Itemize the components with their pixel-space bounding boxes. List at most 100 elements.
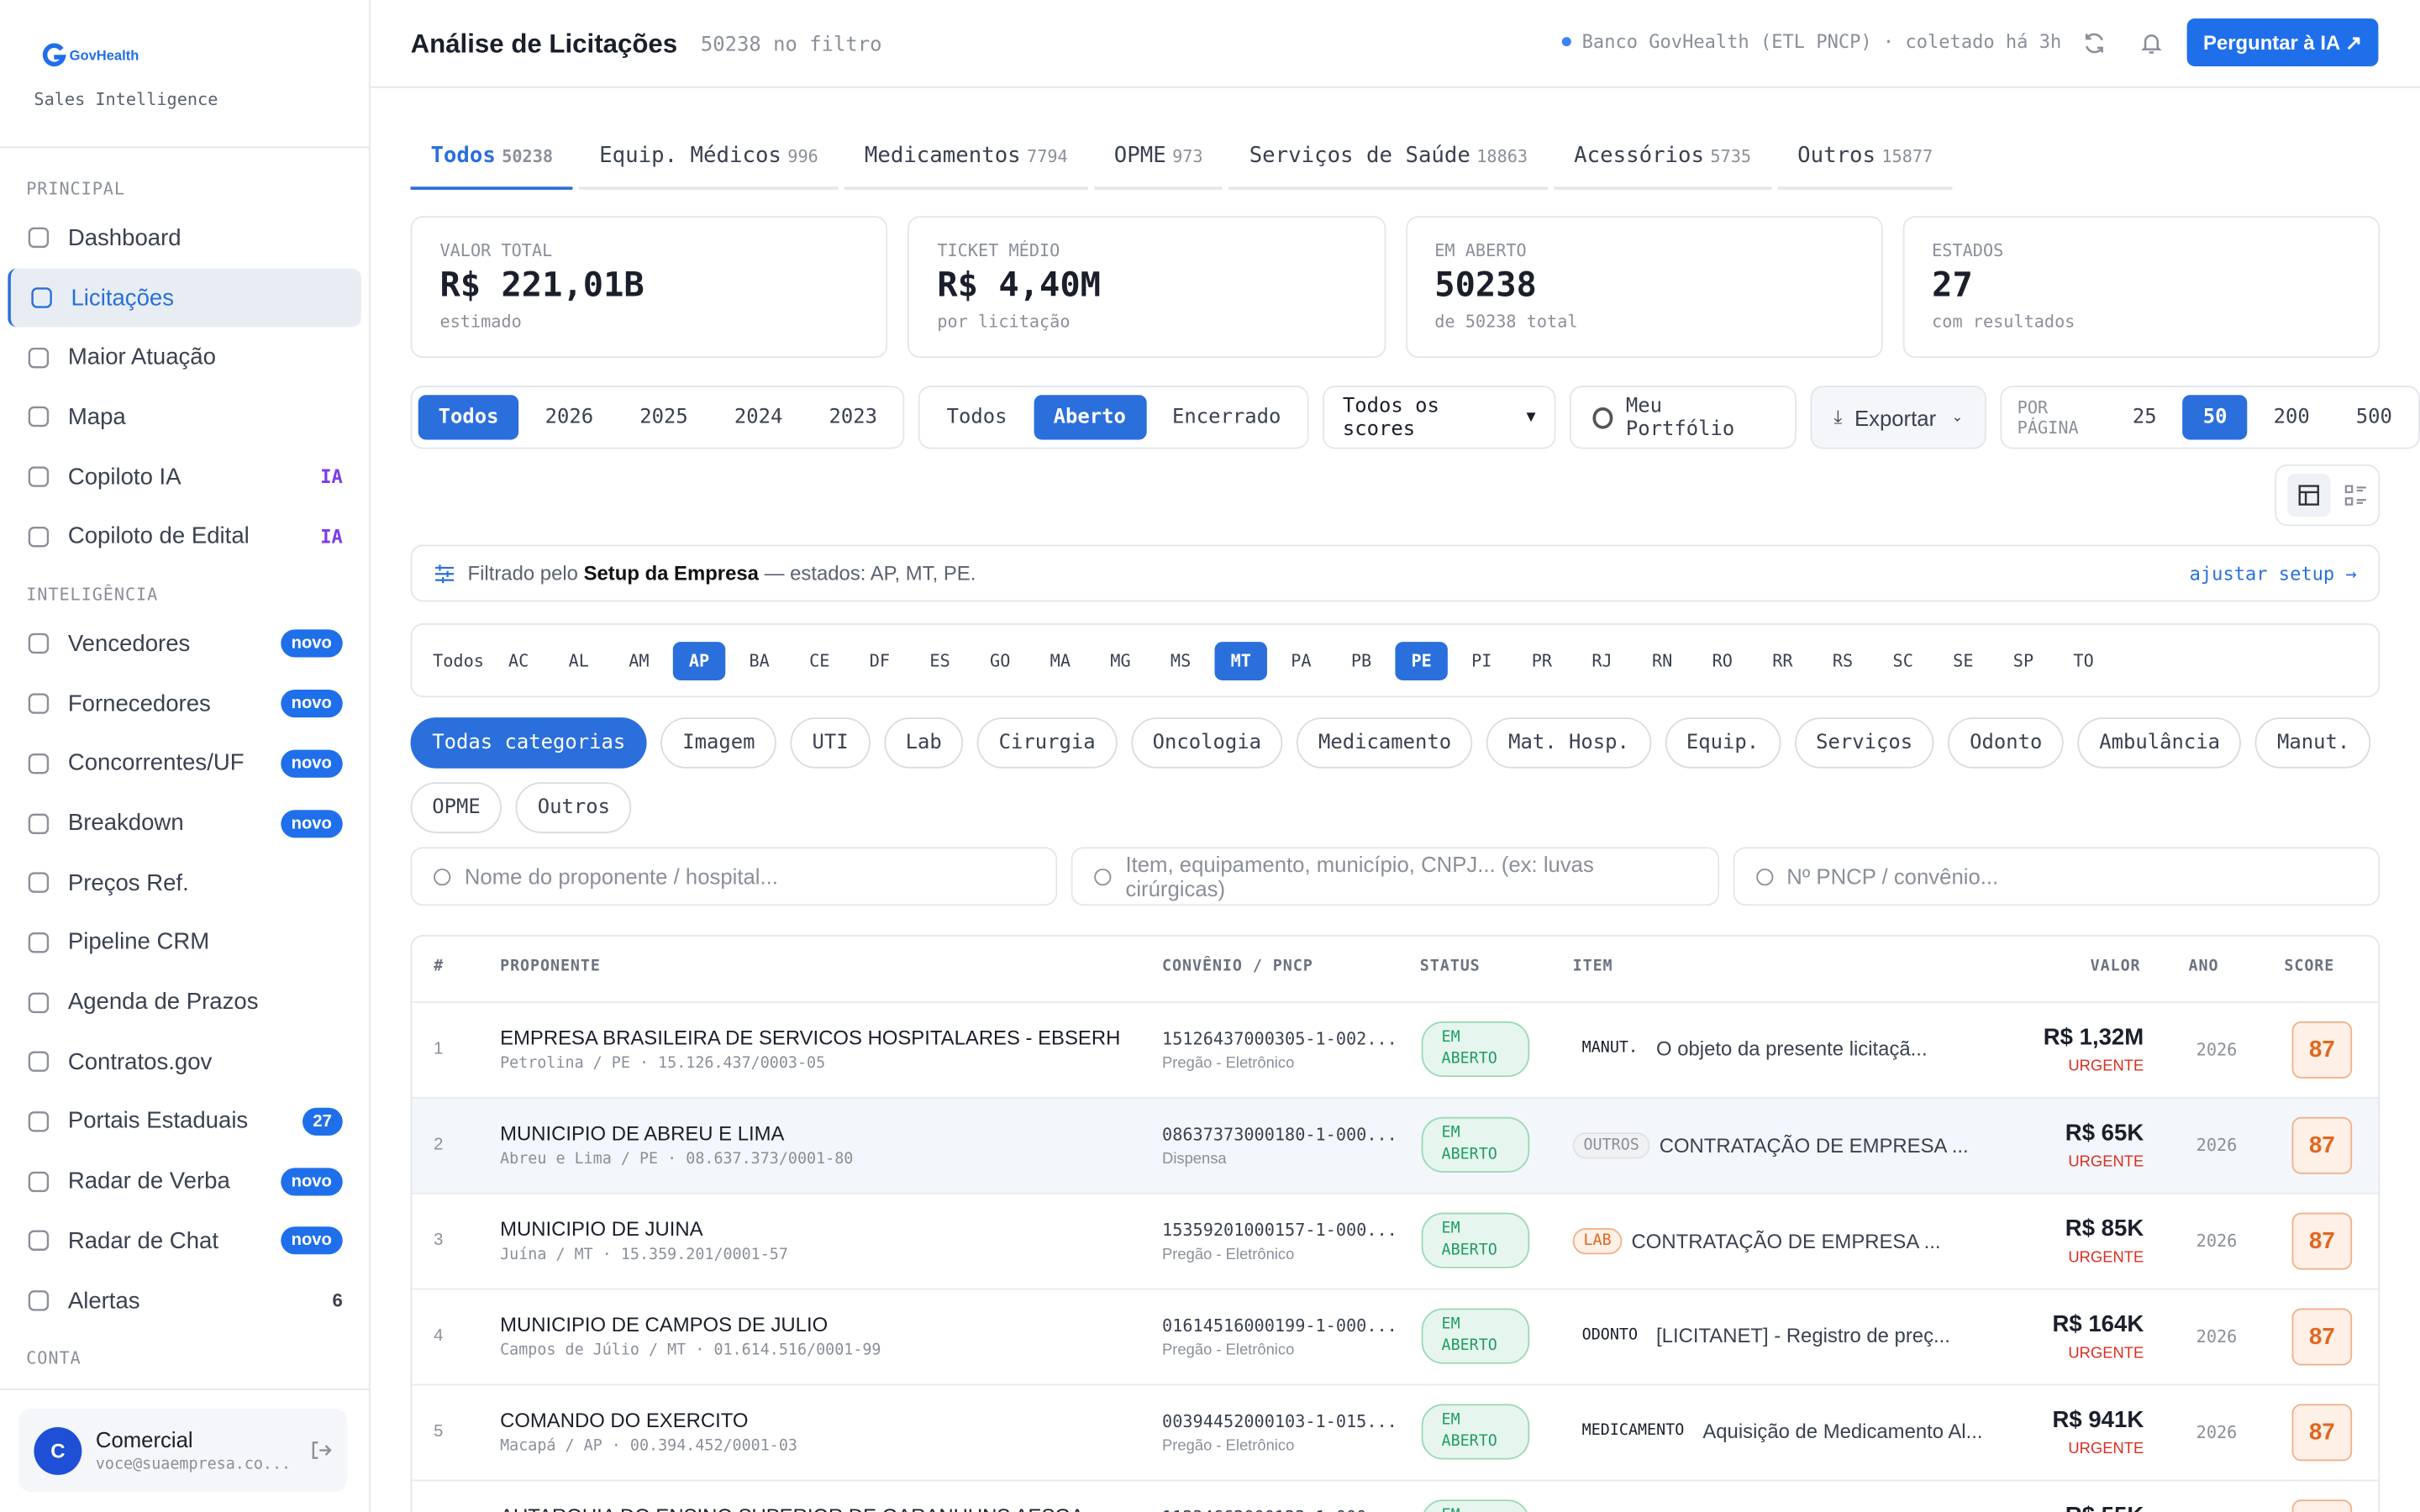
tab[interactable]: Acessórios 5735 <box>1554 144 1771 190</box>
tab[interactable]: Equip. Médicos 996 <box>579 144 839 190</box>
table-row[interactable]: 4 MUNICIPIO DE CAMPOS DE JULIO Campos de J… <box>412 1288 2379 1384</box>
state-option[interactable]: Todos <box>433 650 484 671</box>
state-option[interactable]: RS <box>1832 650 1854 671</box>
state-option[interactable]: PE <box>1395 641 1448 680</box>
state-option[interactable]: AC <box>508 650 529 671</box>
option[interactable]: Todos <box>946 406 1007 429</box>
tab[interactable]: Medicamentos 7794 <box>844 144 1088 190</box>
option[interactable]: 200 <box>2273 406 2310 429</box>
category-pill[interactable]: Lab <box>883 717 964 769</box>
table-row[interactable]: 5 COMANDO DO EXERCITO Macapá / AP · 00.394… <box>412 1383 2379 1480</box>
nav-item[interactable]: Portais Estaduais 27 <box>8 1092 361 1152</box>
nav-item[interactable]: Radar de Verba novo <box>8 1152 361 1211</box>
nav-item[interactable]: Mapa <box>8 387 361 447</box>
option[interactable]: Encerrado <box>1172 406 1281 429</box>
state-option[interactable]: PB <box>1350 650 1372 671</box>
nav-item[interactable]: Preços Ref. <box>8 853 361 912</box>
option[interactable]: 500 <box>2355 406 2392 429</box>
state-option[interactable]: MG <box>1110 650 1131 671</box>
tab[interactable]: Serviços de Saúde 18863 <box>1228 144 1548 190</box>
option[interactable]: 2024 <box>734 406 783 429</box>
tab[interactable]: OPME 973 <box>1093 144 1223 190</box>
table-row[interactable]: 1 EMPRESA BRASILEIRA DE SERVICOS HOSPITAL… <box>412 1001 2379 1097</box>
state-option[interactable]: AP <box>672 641 726 680</box>
state-option[interactable]: SE <box>1953 650 1974 671</box>
state-option[interactable]: MS <box>1170 650 1192 671</box>
state-option[interactable]: BA <box>749 650 770 671</box>
tab[interactable]: Todos 50238 <box>410 144 573 190</box>
state-option[interactable]: MT <box>1214 641 1267 680</box>
category-pill[interactable]: UTI <box>790 717 871 769</box>
category-pill[interactable]: Ambulância <box>2077 717 2242 769</box>
export-button[interactable]: ⤓ Exportar ⌄ <box>1810 386 1986 449</box>
ask-ai-button[interactable]: Perguntar à IA ↗ <box>2186 18 2379 66</box>
table-row[interactable]: 3 MUNICIPIO DE JUINA Juína / MT · 15.359.2… <box>412 1192 2379 1289</box>
search-input[interactable]: Nº PNCP / convênio... <box>1733 847 2381 906</box>
option[interactable]: 50 <box>2182 395 2248 440</box>
state-option[interactable]: SC <box>1892 650 1913 671</box>
state-option[interactable]: RN <box>1651 650 1673 671</box>
state-option[interactable]: RJ <box>1591 650 1612 671</box>
option[interactable]: 2026 <box>544 406 594 429</box>
state-option[interactable]: MA <box>1050 650 1071 671</box>
logout-icon[interactable] <box>310 1440 332 1462</box>
category-pill[interactable]: Mat. Hosp. <box>1486 717 1651 769</box>
state-option[interactable]: GO <box>990 650 1011 671</box>
state-option[interactable]: AM <box>629 650 650 671</box>
category-pill[interactable]: Cirurgia <box>976 717 1118 769</box>
state-option[interactable]: AL <box>568 650 589 671</box>
nav-item[interactable]: Contratos.gov <box>8 1032 361 1092</box>
option[interactable]: 2023 <box>829 406 877 429</box>
search-input[interactable]: Nome do proponente / hospital... <box>410 847 1058 906</box>
nav-item[interactable]: Vencedores novo <box>8 614 361 674</box>
table-row[interactable]: 2 MUNICIPIO DE ABREU E LIMA Abreu e Lima /… <box>412 1096 2379 1193</box>
bell-icon[interactable] <box>2139 31 2164 55</box>
nav-item[interactable]: Concorrentes/UF novo <box>8 733 361 793</box>
option[interactable]: Aberto <box>1033 395 1146 440</box>
portfolio-button[interactable]: Meu Portfólio <box>1569 386 1797 449</box>
state-option[interactable]: DF <box>869 650 891 671</box>
nav-item[interactable]: Maior Atuação <box>8 328 361 387</box>
option[interactable]: Todos <box>418 395 519 440</box>
nav-item[interactable]: Agenda de Prazos <box>8 973 361 1032</box>
state-option[interactable]: ES <box>929 650 950 671</box>
category-pill[interactable]: Medicamento <box>1297 717 1473 769</box>
option[interactable]: 2025 <box>639 406 688 429</box>
nav-item[interactable]: Fornecedores novo <box>8 674 361 733</box>
nav-item[interactable]: Breakdown novo <box>8 793 361 853</box>
state-option[interactable]: RO <box>1712 650 1733 671</box>
search-input[interactable]: Item, equipamento, município, CNPJ... (e… <box>1071 847 1719 906</box>
category-pill[interactable]: Todas categorias <box>410 717 648 769</box>
nav-item[interactable]: Dashboard <box>8 208 361 268</box>
state-option[interactable]: RR <box>1772 650 1793 671</box>
option[interactable]: 25 <box>2132 406 2157 429</box>
category-pill[interactable]: Equip. <box>1665 717 1781 769</box>
adjust-setup-link[interactable]: ajustar setup → <box>2189 562 2357 585</box>
table-row[interactable]: 6AUTARQUIA DO ENSINO SUPERIOR DE GARANHU… <box>412 1479 2379 1512</box>
card-view[interactable] <box>2343 483 2367 507</box>
nav-item[interactable]: Copiloto IA IA <box>8 447 361 507</box>
nav-item[interactable]: Alertas 6 <box>8 1271 361 1331</box>
state-option[interactable]: PR <box>1531 650 1553 671</box>
state-option[interactable]: TO <box>2073 650 2094 671</box>
nav-item[interactable]: Licitações <box>8 268 361 328</box>
user-card[interactable]: C Comercial voce@suaempresa.co... <box>18 1408 348 1493</box>
state-option[interactable]: PA <box>1291 650 1312 671</box>
category-pill[interactable]: OPME <box>410 782 502 833</box>
category-pill[interactable]: Outros <box>516 782 632 833</box>
category-pill[interactable]: Manut. <box>2255 717 2372 769</box>
category-pill[interactable]: Oncologia <box>1130 717 1283 769</box>
category-pill[interactable]: Odonto <box>1948 717 2065 769</box>
nav-item[interactable]: Copiloto de Edital IA <box>8 507 361 566</box>
category-pill[interactable]: Serviços <box>1794 717 1934 769</box>
state-option[interactable]: CE <box>809 650 830 671</box>
table-view[interactable] <box>2287 473 2331 517</box>
nav-item[interactable]: Radar de Chat novo <box>8 1211 361 1271</box>
state-option[interactable]: SP <box>2012 650 2034 671</box>
category-pill[interactable]: Imagem <box>660 717 777 769</box>
refresh-icon[interactable] <box>2082 31 2107 55</box>
tab[interactable]: Outros 15877 <box>1777 144 1954 190</box>
score-select[interactable]: Todos os scores ▼ <box>1322 386 1556 449</box>
state-option[interactable]: PI <box>1471 650 1492 671</box>
nav-item[interactable]: Pipeline CRM <box>8 913 361 973</box>
